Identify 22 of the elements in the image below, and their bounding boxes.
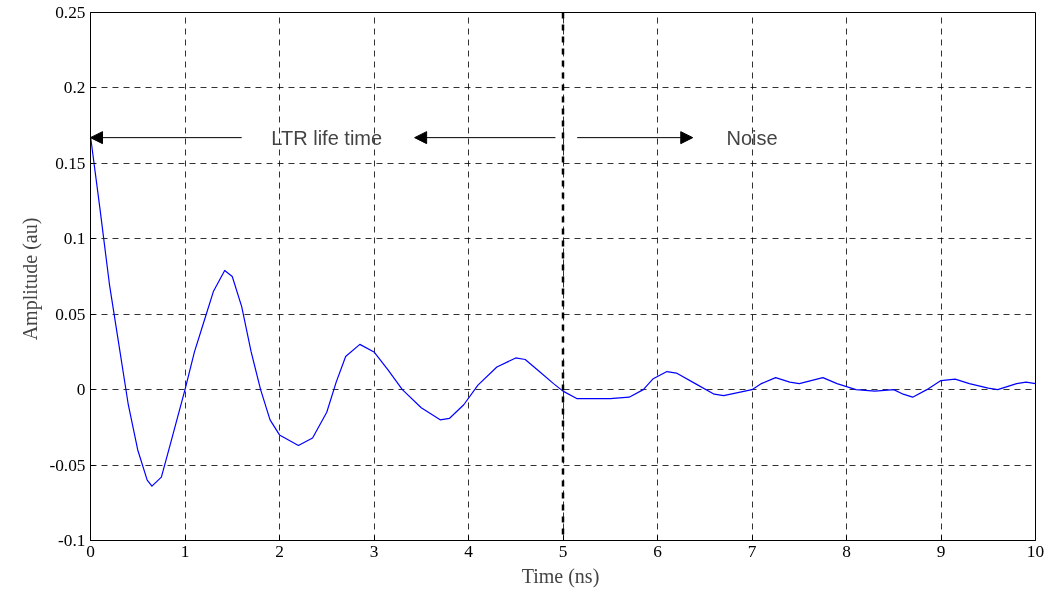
x-tick-label: 9 <box>936 541 946 561</box>
x-tick-label: 4 <box>464 541 474 561</box>
y-tick-label: 0.1 <box>63 229 86 249</box>
annotation: LTR life time <box>271 126 383 149</box>
x-tick-label: 8 <box>842 541 851 561</box>
x-tick-label: 5 <box>558 541 568 561</box>
x-axis-title: Time (ns) <box>521 564 600 588</box>
y-tick-label: -0.05 <box>49 455 86 475</box>
y-tick-label: 0.05 <box>55 304 86 324</box>
y-tick-label: 0.25 <box>55 3 86 22</box>
x-tick-label: 3 <box>369 541 379 561</box>
x-tick-label: 2 <box>275 541 284 561</box>
x-tick-label: 1 <box>180 541 190 561</box>
x-tick-label: 7 <box>747 541 757 561</box>
y-tick-label: 0 <box>76 380 86 400</box>
y-axis-title: Amplitude (au) <box>19 217 43 341</box>
y-tick-label: 0.2 <box>63 78 86 98</box>
annotation: Noise <box>726 126 778 149</box>
y-tick-label: -0.1 <box>58 531 86 550</box>
y-tick-label: 0.15 <box>55 153 86 173</box>
x-tick-label: 10 <box>1026 541 1045 561</box>
x-tick-label: 6 <box>653 541 663 561</box>
